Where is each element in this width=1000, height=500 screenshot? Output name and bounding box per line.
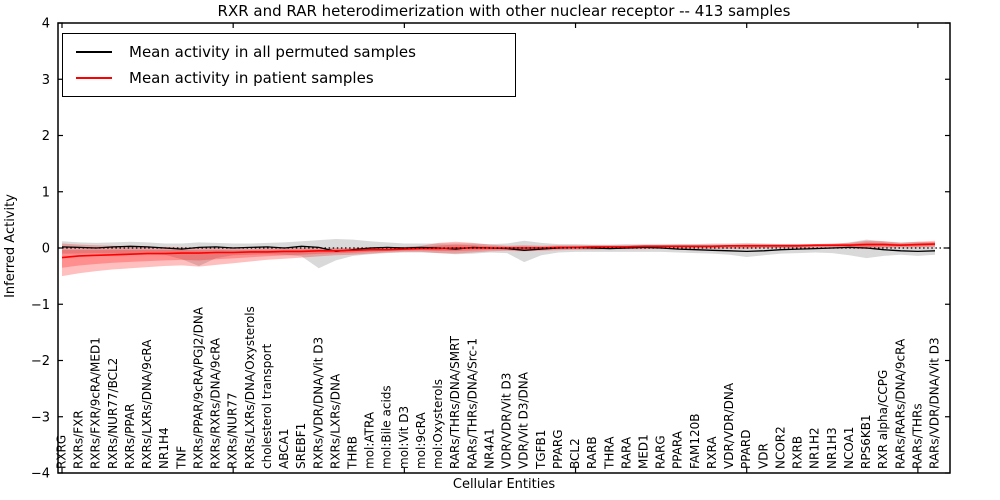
y-tick-label: 0 — [42, 242, 50, 257]
x-category-label: RXRB — [791, 436, 805, 469]
x-category-label: RXRG — [55, 435, 69, 469]
x-category-label: RARA — [619, 436, 633, 469]
x-category-label: RXRs/NUR77/BCL2 — [106, 358, 120, 469]
x-category-label: NCOR2 — [773, 426, 787, 469]
x-category-label: mol:ATRA — [363, 411, 377, 469]
x-category-label: NR4A1 — [482, 428, 496, 469]
chart-title: RXR and RAR heterodimerization with othe… — [217, 2, 791, 20]
patient-mean-line — [61, 243, 936, 259]
x-category-label: NCOA1 — [842, 427, 856, 469]
x-category-label: NR1H4 — [157, 427, 171, 469]
x-category-label: NR1H2 — [808, 427, 822, 469]
x-category-label: THRA — [602, 436, 616, 470]
x-category-label: cholesterol transport — [260, 343, 274, 469]
x-category-label: RARB — [585, 436, 599, 469]
x-category-label: TGFB1 — [534, 430, 548, 470]
y-tick-label: 2 — [42, 129, 50, 144]
legend-line-patient-swatch — [76, 77, 112, 79]
x-category-label: mol:Vit D3 — [397, 406, 411, 469]
x-category-label: RXRs/FXR — [72, 410, 86, 469]
x-category-label: RXRA — [705, 436, 719, 469]
y-tick-label: −4 — [31, 467, 50, 482]
x-category-label: VDR — [756, 443, 770, 469]
x-category-label: VDR/Vit D3/DNA — [517, 371, 531, 469]
x-category-label: RXRs/PPAR/9cRA/PGJ2/DNA — [191, 306, 205, 469]
x-category-label: PPARD — [739, 430, 753, 470]
x-category-label: RARs/VDR/DNA/Vit D3 — [928, 337, 942, 469]
x-category-label: RARs/THRs/DNA/Src-1 — [465, 338, 479, 469]
y-tick-label: −2 — [31, 354, 50, 369]
x-category-label: mol:Oxysterols — [431, 379, 445, 469]
patient-band — [62, 240, 935, 277]
legend-label-permuted: Mean activity in all permuted samples — [129, 43, 416, 61]
legend-item-patient: Mean activity in patient samples — [63, 69, 515, 87]
y-tick-label: 3 — [42, 73, 50, 88]
x-category-label: RXRs/PPAR — [123, 404, 137, 469]
x-category-label: RARG — [654, 435, 668, 469]
x-category-label: RXRs/NUR77 — [226, 392, 240, 469]
x-category-label: VDR/VDR/DNA — [722, 382, 736, 469]
legend-line-permuted-swatch — [76, 51, 112, 53]
y-tick-label: −1 — [31, 298, 50, 313]
legend-label-patient: Mean activity in patient samples — [129, 69, 374, 87]
y-tick-label: −3 — [31, 410, 50, 425]
legend-item-permuted: Mean activity in all permuted samples — [63, 43, 515, 61]
y-tick-label: 4 — [42, 17, 50, 32]
x-category-label: RXRs/FXR/9cRA/MED1 — [89, 337, 103, 469]
x-category-label: FAM120B — [688, 414, 702, 470]
x-category-label: RXRs/LXRs/DNA/9cRA — [140, 339, 154, 469]
x-category-label: PPARG — [551, 429, 565, 469]
x-category-label: RXRs/LXRs/DNA/Oxysterols — [243, 306, 257, 469]
x-category-label: RPS6KB1 — [859, 414, 873, 469]
x-category-label: mol:Bile acids — [380, 385, 394, 469]
x-category-label: mol:9cRA — [414, 412, 428, 469]
x-category-label: VDR/VDR/Vit D3 — [500, 373, 514, 469]
x-category-label: RARs/RARs/DNA/9cRA — [893, 338, 907, 469]
x-category-label: THRB — [346, 436, 360, 470]
x-category-label: BCL2 — [568, 438, 582, 469]
x-category-label: RARs/THRs/DNA/SMRT — [448, 335, 462, 469]
x-category-label: MED1 — [637, 434, 651, 469]
x-category-label: SREBF1 — [294, 423, 308, 469]
x-axis-label: Cellular Entities — [452, 477, 556, 492]
x-category-label: RARs/THRs — [910, 403, 924, 469]
x-category-label: ABCA1 — [277, 429, 291, 469]
x-category-label: TNF — [174, 446, 188, 470]
x-category-label: RXR alpha/CCPG — [876, 370, 890, 469]
legend: Mean activity in all permuted samples Me… — [62, 33, 516, 97]
y-tick-label: 1 — [42, 185, 50, 200]
x-category-label: NR1H3 — [825, 427, 839, 469]
x-category-label: PPARA — [671, 430, 685, 469]
x-category-label: RXRs/RXRs/DNA/9cRA — [209, 337, 223, 469]
x-category-label: RXRs/LXRs/DNA — [328, 373, 342, 469]
x-category-label: RXRs/VDR/DNA/Vit D3 — [311, 337, 325, 469]
